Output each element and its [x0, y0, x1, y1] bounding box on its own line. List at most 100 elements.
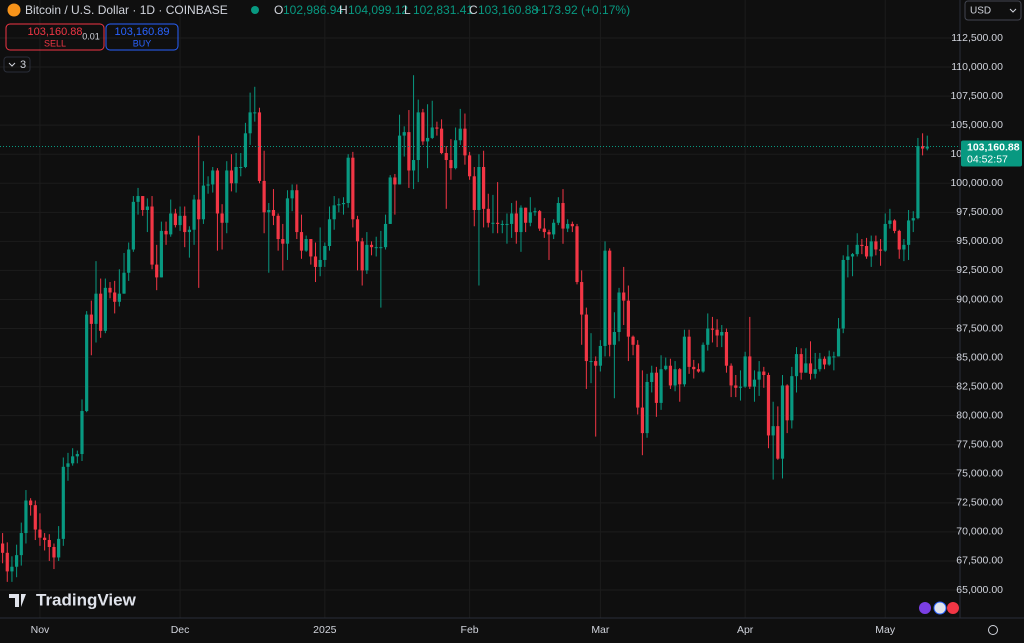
- candle-body: [159, 230, 163, 278]
- candle-body: [706, 328, 710, 345]
- market-status: [251, 6, 259, 14]
- event-icon[interactable]: [933, 601, 947, 615]
- buy-button[interactable]: [105, 23, 179, 51]
- candle-body: [397, 135, 402, 185]
- settings-icon[interactable]: [988, 625, 998, 635]
- candle-body: [276, 215, 280, 240]
- candle-body: [337, 204, 341, 206]
- candle-body: [496, 222, 500, 224]
- candle-body: [566, 223, 570, 229]
- candle-body: [864, 246, 869, 257]
- candle-body: [421, 112, 425, 142]
- candle-body: [439, 128, 444, 154]
- candle-body: [453, 140, 458, 169]
- candle-body: [187, 229, 191, 233]
- y-tick-label: 105,000.00: [950, 119, 1003, 131]
- indicators-count: 3: [20, 59, 26, 71]
- y-tick-label: 112,500.00: [951, 32, 1003, 44]
- x-tick-label: 2025: [313, 624, 337, 636]
- candle-body: [38, 529, 42, 538]
- candle-body: [257, 112, 262, 181]
- x-tick-label: Feb: [461, 624, 479, 636]
- candle-body: [892, 220, 897, 231]
- candle-body: [505, 223, 509, 225]
- candle-body: [804, 363, 808, 373]
- candle-body: [584, 314, 588, 362]
- candle-body: [215, 170, 220, 214]
- x-tick-label: Apr: [737, 624, 754, 636]
- y-tick-label: 77,500.00: [956, 439, 1003, 451]
- ohlc-key: O: [274, 3, 283, 17]
- candle-body: [738, 386, 743, 388]
- ohlc-value: 102,831.41: [413, 3, 473, 17]
- y-tick-label: 65,000.00: [956, 584, 1003, 596]
- ohlc-key: H: [339, 3, 348, 17]
- candle-body: [696, 369, 701, 372]
- candle-body: [491, 222, 495, 224]
- candle-body: [127, 249, 131, 273]
- candle-body: [346, 157, 350, 204]
- candle-body: [692, 366, 696, 370]
- candle-body: [636, 344, 640, 408]
- candle-body: [771, 426, 775, 436]
- candle-body: [514, 213, 518, 233]
- candle-body: [290, 190, 294, 199]
- ohlc-key: C: [469, 3, 478, 17]
- candle-body: [201, 185, 206, 220]
- candle-body: [94, 293, 98, 324]
- candle-body: [556, 203, 560, 223]
- x-tick-label: Mar: [591, 624, 610, 636]
- candle-body: [654, 372, 658, 403]
- candle-body: [71, 456, 75, 464]
- indicators-toggle[interactable]: [3, 56, 31, 73]
- candle-body: [645, 381, 649, 434]
- event-icon[interactable]: [947, 602, 959, 614]
- candle-body: [43, 537, 47, 541]
- candle-body: [10, 566, 14, 572]
- candle-body: [482, 166, 486, 209]
- candle-body: [519, 207, 523, 233]
- candle-body: [766, 375, 771, 436]
- candle-body: [570, 223, 574, 227]
- candle-body: [710, 328, 715, 330]
- sell-button[interactable]: [5, 23, 105, 51]
- candle-body: [141, 196, 145, 210]
- candle-body: [444, 153, 448, 161]
- y-tick-label: 67,500.00: [956, 555, 1003, 567]
- candle-body: [117, 293, 121, 302]
- candle-body: [832, 356, 836, 358]
- candle-body: [243, 133, 248, 167]
- brand-logo[interactable]: TradingView: [36, 590, 137, 609]
- candle-body: [664, 365, 668, 370]
- y-tick-label: 82,500.00: [956, 380, 1003, 392]
- candle-body: [743, 356, 747, 387]
- y-tick-label: 75,000.00: [956, 468, 1003, 480]
- chevron: [8, 62, 16, 67]
- candle-body: [136, 196, 140, 202]
- candle-body: [734, 385, 738, 388]
- currency-select[interactable]: [964, 0, 1022, 21]
- candle-body: [458, 128, 462, 141]
- candle-body: [253, 112, 257, 114]
- event-icon[interactable]: [919, 602, 931, 614]
- candle-body: [122, 272, 126, 294]
- candle-body: [799, 354, 803, 373]
- candle-body: [393, 177, 397, 185]
- candle-body: [659, 369, 663, 403]
- candle-body: [369, 244, 374, 248]
- candle-body: [229, 170, 234, 184]
- candle-body: [47, 540, 51, 547]
- candle-body: [850, 254, 855, 257]
- candle-body: [920, 146, 925, 149]
- candle-body: [89, 314, 93, 324]
- candle-body: [612, 332, 616, 345]
- candle-body: [299, 232, 304, 251]
- candle-body: [701, 344, 705, 372]
- candle-body: [313, 256, 318, 267]
- candle-body: [542, 228, 546, 233]
- candle-body: [57, 538, 61, 558]
- symbol-title[interactable]: Bitcoin / U.S. Dollar · 1D · COINBASE: [25, 3, 228, 17]
- candle-body: [682, 336, 687, 385]
- candle-body: [271, 209, 276, 216]
